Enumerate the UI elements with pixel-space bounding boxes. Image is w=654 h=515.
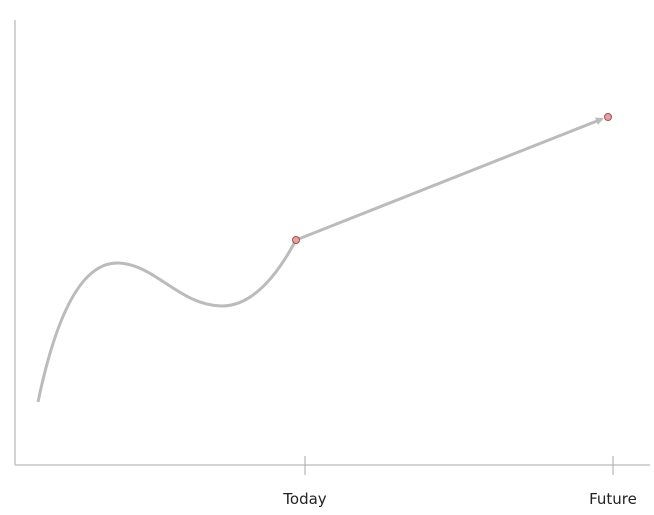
tick-label: Future [589, 490, 637, 508]
past-curve [36, 239, 298, 403]
future-point [604, 113, 612, 121]
tick-label: Today [282, 490, 327, 508]
projection-arrow [295, 117, 604, 242]
today-point [292, 236, 300, 244]
